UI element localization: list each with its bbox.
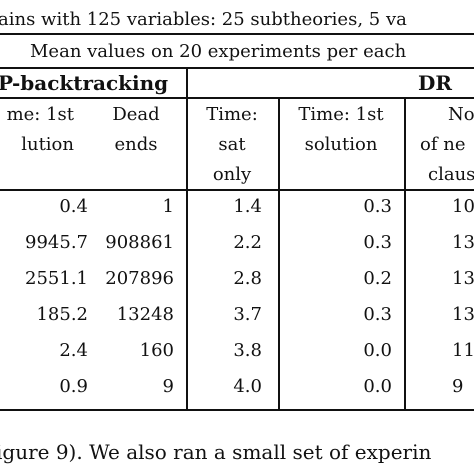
rule-vertical-col3 [278,97,280,410]
column-header-line: solution [304,134,378,155]
cell-time-first-bt: 185.2 [36,304,88,325]
column-header-dead-ends: Dead ends [96,100,176,160]
table-subtitle: Mean values on 20 experiments per each [30,41,407,62]
group-header-backtracking: P-backtracking [0,71,169,95]
rule-bottom [0,409,474,411]
column-header-new-clauses: No. of ne clause [420,100,474,190]
column-header-time-first-solution-dr: Time: 1st solution [282,100,400,160]
column-header-line: of ne [420,134,466,155]
cell-time-sat: 3.7 [233,304,262,325]
cell-new-clauses: 11 [452,340,474,361]
column-header-time-first-solution-bt: me: 1st lution [0,100,74,160]
cell-dead-ends: 207896 [105,268,174,289]
cell-time-first-dr: 0.3 [363,196,392,217]
cell-time-sat: 3.8 [233,340,262,361]
rule-vertical-col4 [404,97,406,410]
cell-time-first-bt: 9945.7 [25,232,88,253]
column-header-line: clause [428,164,474,185]
column-header-line: Time: 1st [298,104,384,125]
column-header-line: No. [448,104,474,125]
cell-time-first-dr: 0.0 [363,376,392,397]
cell-dead-ends: 160 [139,340,174,361]
cell-time-first-dr: 0.3 [363,304,392,325]
rule-vertical-group [186,69,188,410]
cell-time-sat: 1.4 [233,196,262,217]
column-header-time-sat-only: Time: sat only [192,100,272,190]
column-header-line: ends [114,134,158,155]
cell-dead-ends: 13248 [116,304,174,325]
rule-group [0,97,474,99]
cell-time-sat: 2.8 [233,268,262,289]
column-header-line: Dead [112,104,160,125]
table-row: 0.4 1 1.4 0.3 10 [0,192,474,222]
cell-time-first-bt: 0.9 [59,376,88,397]
cell-dead-ends: 908861 [105,232,174,253]
body-text-line: igure 9). We also ran a small set of exp… [0,440,432,464]
group-header-dr: DR [418,71,452,95]
cell-time-first-bt: 2551.1 [25,268,88,289]
table-row: 0.9 9 4.0 0.0 9 [0,372,474,402]
table-row: 9945.7 908861 2.2 0.3 13 [0,228,474,258]
column-header-line: Time: [206,104,258,125]
cell-time-first-dr: 0.3 [363,232,392,253]
cell-time-first-dr: 0.2 [363,268,392,289]
table-row: 2551.1 207896 2.8 0.2 13 [0,264,474,294]
cell-new-clauses: 13 [452,268,474,289]
table-body: 0.4 1 1.4 0.3 10 9945.7 908861 2.2 0.3 1… [0,192,474,408]
table-row: 2.4 160 3.8 0.0 11 [0,336,474,366]
rule-subtitle [0,67,474,69]
table-row: 185.2 13248 3.7 0.3 13 [0,300,474,330]
cell-new-clauses: 13 [452,304,474,325]
cell-new-clauses: 9 [452,376,464,397]
cell-time-sat: 2.2 [233,232,262,253]
column-header-line: only [212,164,252,185]
rule-header [0,189,474,191]
cell-new-clauses: 10 [452,196,474,217]
cell-time-first-dr: 0.0 [363,340,392,361]
rule-top [0,33,474,35]
cell-new-clauses: 13 [452,232,474,253]
cell-dead-ends: 9 [162,376,174,397]
table-title: ains with 125 variables: 25 subtheories,… [0,9,407,30]
column-header-line: me: 1st [6,104,74,125]
cell-time-first-bt: 0.4 [59,196,88,217]
cell-time-first-bt: 2.4 [59,340,88,361]
column-header-line: sat [218,134,246,155]
cell-dead-ends: 1 [162,196,174,217]
column-header-line: lution [21,134,74,155]
cell-time-sat: 4.0 [233,376,262,397]
